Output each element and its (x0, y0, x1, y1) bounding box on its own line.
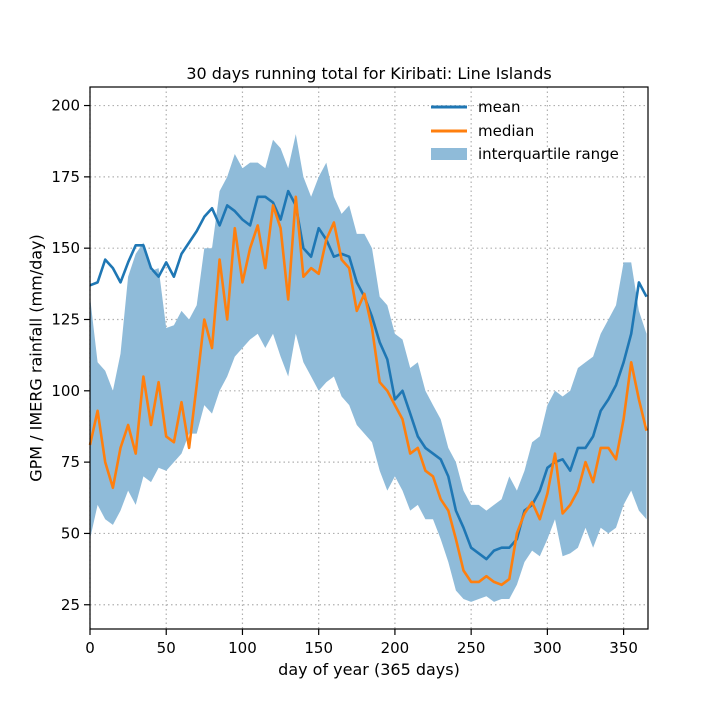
plot-frame (89, 86, 649, 630)
x-tick-label: 150 (304, 639, 333, 657)
x-tick-label: 50 (157, 639, 176, 657)
y-tick-label: 100 (51, 382, 80, 400)
y-tick-label: 75 (61, 453, 80, 471)
legend: mean median interquartile range (431, 98, 619, 163)
chart-title: 30 days running total for Kiribati: Line… (186, 64, 551, 83)
iqr-band (90, 134, 647, 602)
x-axis-title: day of year (365 days) (278, 660, 460, 679)
x-tick-label: 300 (533, 639, 562, 657)
y-tick-label: 150 (51, 239, 80, 257)
x-tick-label: 0 (85, 639, 95, 657)
y-axis-title: GPM / IMERG rainfall (mm/day) (27, 234, 46, 482)
y-tick-label: 25 (61, 596, 80, 614)
x-tick-label: 350 (609, 639, 638, 657)
y-tick-label: 200 (51, 97, 80, 115)
y-tick-label: 50 (61, 524, 80, 542)
legend-median-label: median (478, 122, 534, 140)
x-tick-label: 100 (228, 639, 257, 657)
axis-ticks: 0 50 100 150 200 250 300 350 25 50 75 100 125 150 175 2… (51, 97, 638, 657)
legend-iqr-label: interquartile range (478, 145, 619, 163)
y-tick-label: 175 (51, 168, 80, 186)
median-line (88, 195, 648, 587)
legend-mean-label: mean (478, 98, 521, 116)
y-tick-label: 125 (51, 310, 80, 328)
legend-iqr-swatch (431, 148, 467, 160)
x-tick-label: 200 (381, 639, 410, 657)
iqr-band-layer (90, 134, 647, 602)
x-tick-label: 250 (457, 639, 486, 657)
series-lines-layer (88, 189, 648, 587)
